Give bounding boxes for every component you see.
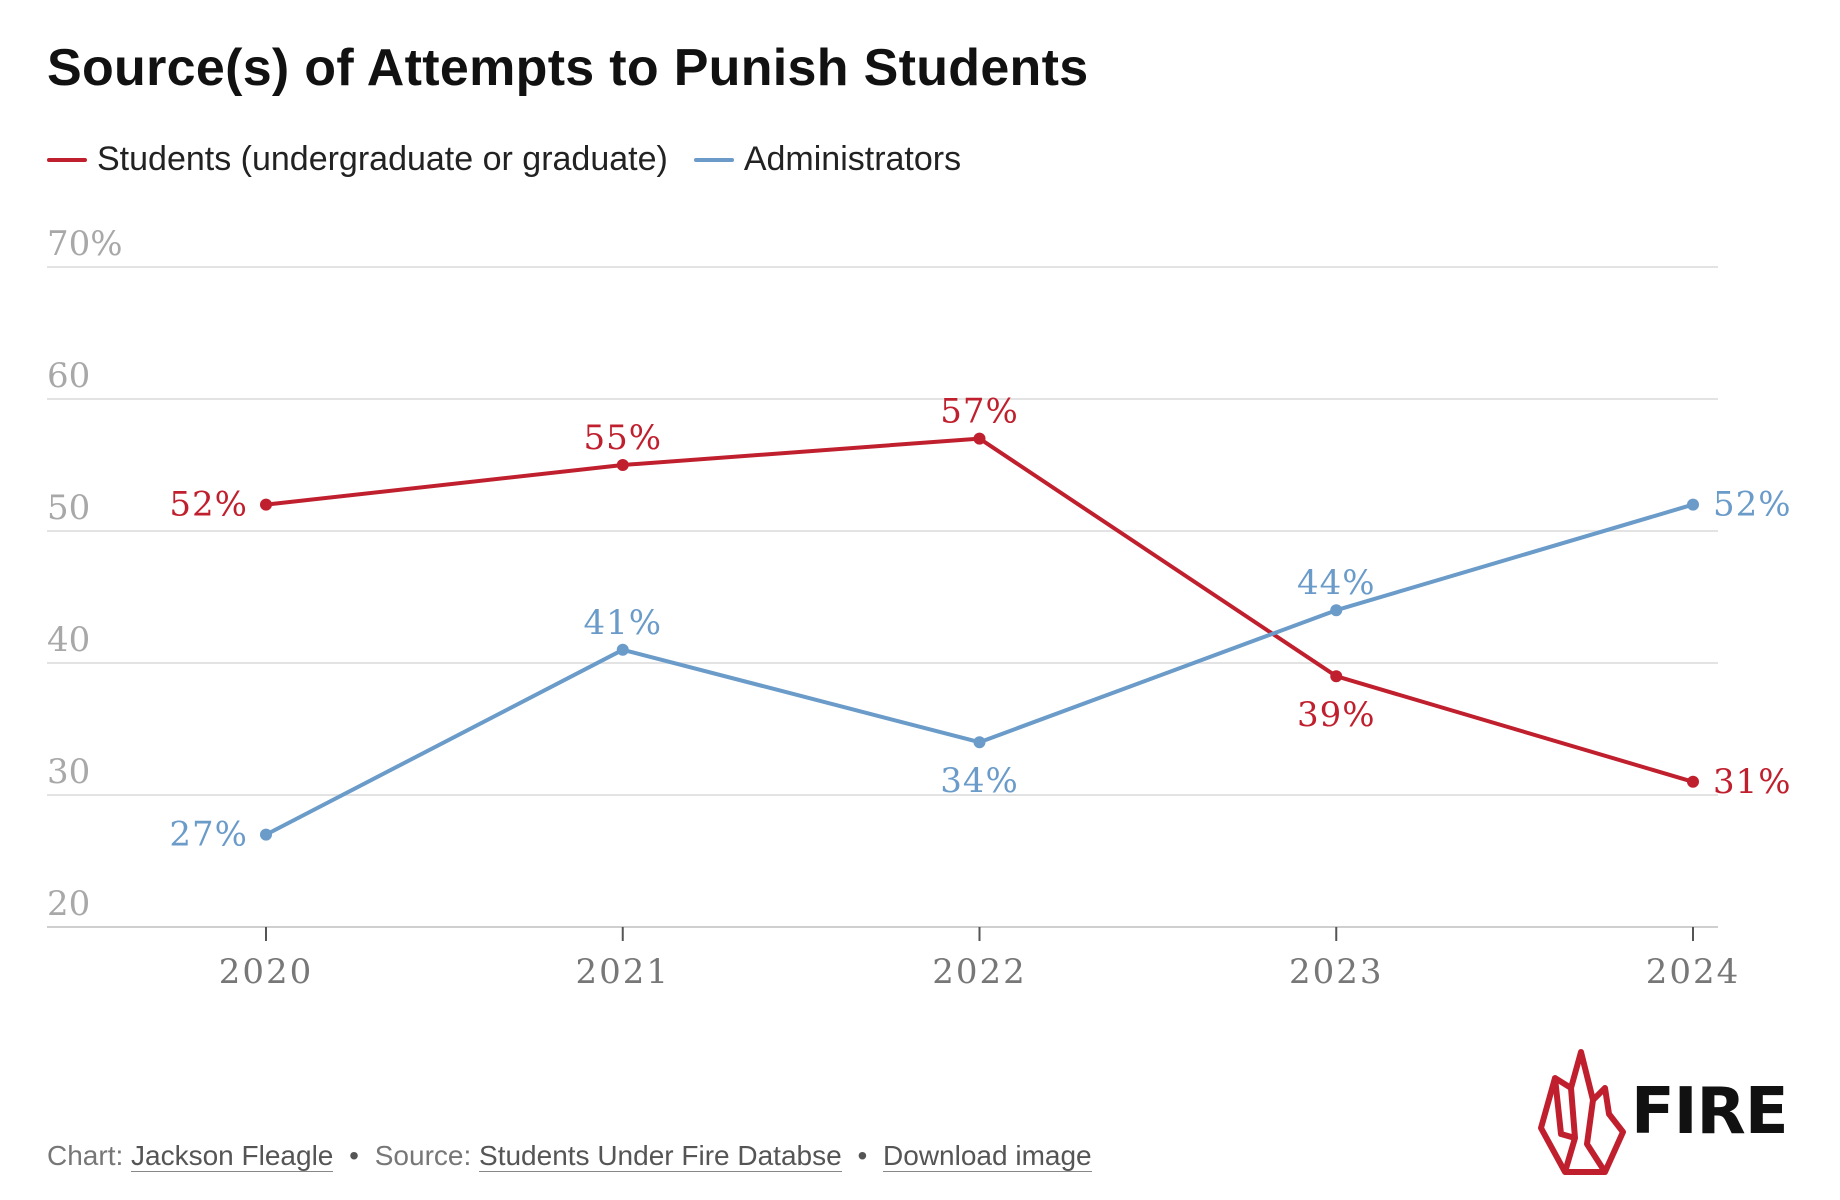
legend-item-students: Students (undergraduate or graduate) <box>47 140 668 179</box>
legend-label-administrators: Administrators <box>743 140 962 178</box>
data-point-students-2023 <box>1330 670 1343 683</box>
x-tick-label-2024: 2024 <box>1646 952 1741 992</box>
data-label-administrators-2020: 27% <box>169 815 248 855</box>
x-tick-label-2023: 2023 <box>1289 952 1384 992</box>
data-label-administrators-2021: 41% <box>583 603 662 643</box>
data-point-administrators-2023 <box>1330 604 1343 617</box>
data-point-administrators-2021 <box>616 643 629 656</box>
download-image-link[interactable]: Download image <box>883 1140 1092 1172</box>
y-tick-label-50: 50 <box>47 488 90 528</box>
footer-separator-2: • <box>857 1140 868 1171</box>
data-label-students-2020: 52% <box>169 485 248 525</box>
fire-logo: FIRE <box>1535 1048 1789 1176</box>
y-tick-label-20: 20 <box>47 884 90 924</box>
legend: Students (undergraduate or graduate) Adm… <box>47 140 987 179</box>
legend-label-students: Students (undergraduate or graduate) <box>97 140 668 178</box>
x-tick-label-2022: 2022 <box>932 952 1027 992</box>
data-label-administrators-2023: 44% <box>1297 563 1376 603</box>
chart-title: Source(s) of Attempts to Punish Students <box>47 39 1089 97</box>
data-label-students-2021: 55% <box>583 418 662 458</box>
logo-text: FIRE <box>1631 1075 1789 1149</box>
legend-swatch-students <box>47 157 87 162</box>
series-line-students <box>265 436 1694 784</box>
source-link[interactable]: Students Under Fire Databse <box>479 1140 842 1172</box>
y-tick-label-70: 70% <box>47 224 123 264</box>
data-point-administrators-2022 <box>973 736 986 749</box>
footer: Chart: Jackson Fleagle • Source: Student… <box>47 1140 1092 1172</box>
x-tick-label-2021: 2021 <box>575 952 670 992</box>
footer-source-prefix: Source: <box>374 1140 472 1171</box>
data-point-students-2020 <box>260 498 272 511</box>
data-label-administrators-2022: 34% <box>940 761 1019 801</box>
data-label-students-2024: 31% <box>1713 762 1792 802</box>
y-tick-label-60: 60 <box>47 356 90 396</box>
data-label-administrators-2024: 52% <box>1713 485 1792 525</box>
author-link[interactable]: Jackson Fleagle <box>131 1140 334 1172</box>
y-tick-label-40: 40 <box>47 620 90 660</box>
x-tick-label-2020: 2020 <box>219 952 314 992</box>
data-label-students-2022: 57% <box>940 392 1019 432</box>
data-point-students-2024 <box>1687 775 1699 788</box>
y-tick-label-30: 30 <box>47 752 90 792</box>
data-point-administrators-2024 <box>1687 498 1699 511</box>
data-label-students-2023: 39% <box>1297 695 1376 735</box>
data-point-students-2022 <box>973 432 986 445</box>
footer-chart-prefix: Chart: <box>47 1140 124 1171</box>
legend-item-administrators: Administrators <box>693 140 962 179</box>
data-point-administrators-2020 <box>260 828 272 841</box>
data-point-students-2021 <box>616 459 629 471</box>
legend-swatch-administrators <box>693 157 734 162</box>
footer-separator-1: • <box>349 1140 359 1171</box>
fire-flame-logo-icon <box>1538 1049 1626 1175</box>
